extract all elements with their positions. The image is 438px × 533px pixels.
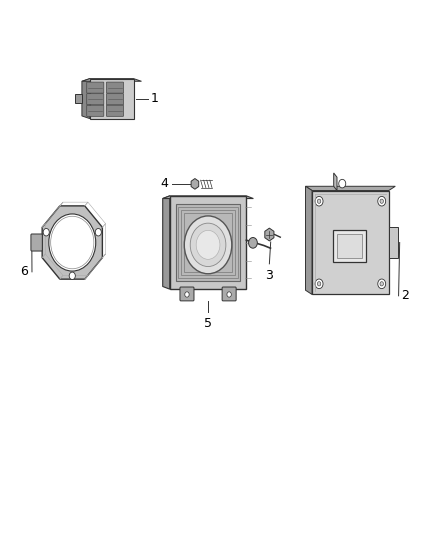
Polygon shape — [82, 79, 90, 119]
FancyBboxPatch shape — [31, 234, 42, 251]
Polygon shape — [389, 227, 399, 258]
Circle shape — [196, 230, 220, 260]
Polygon shape — [42, 206, 102, 279]
Circle shape — [315, 196, 323, 206]
Polygon shape — [305, 186, 312, 294]
FancyBboxPatch shape — [106, 106, 124, 116]
Circle shape — [249, 238, 257, 248]
Circle shape — [95, 229, 101, 236]
Circle shape — [317, 199, 321, 203]
Circle shape — [184, 216, 232, 274]
Polygon shape — [75, 94, 82, 103]
Circle shape — [49, 214, 96, 271]
Text: 3: 3 — [265, 269, 273, 282]
Circle shape — [380, 281, 384, 286]
Polygon shape — [170, 196, 246, 289]
Polygon shape — [265, 228, 274, 241]
Text: 4: 4 — [160, 177, 168, 190]
Circle shape — [69, 272, 75, 279]
Circle shape — [315, 279, 323, 289]
FancyBboxPatch shape — [87, 106, 104, 116]
Circle shape — [185, 292, 189, 297]
Circle shape — [339, 179, 346, 188]
Polygon shape — [82, 79, 141, 82]
Circle shape — [227, 292, 231, 297]
FancyBboxPatch shape — [176, 204, 240, 281]
FancyBboxPatch shape — [106, 94, 124, 105]
Polygon shape — [90, 79, 134, 119]
FancyBboxPatch shape — [106, 82, 124, 93]
FancyBboxPatch shape — [222, 287, 236, 301]
Circle shape — [378, 196, 386, 206]
Circle shape — [378, 279, 386, 289]
Circle shape — [317, 281, 321, 286]
Text: 1: 1 — [151, 92, 159, 105]
Polygon shape — [162, 196, 253, 198]
Text: 6: 6 — [21, 265, 28, 278]
Polygon shape — [312, 190, 389, 294]
FancyBboxPatch shape — [337, 235, 362, 258]
FancyBboxPatch shape — [333, 230, 366, 262]
FancyBboxPatch shape — [180, 287, 194, 301]
Circle shape — [380, 199, 384, 203]
FancyBboxPatch shape — [87, 94, 104, 105]
Polygon shape — [162, 196, 170, 289]
Circle shape — [43, 229, 49, 236]
Text: 5: 5 — [204, 317, 212, 330]
Polygon shape — [191, 179, 199, 189]
FancyBboxPatch shape — [87, 82, 104, 93]
Polygon shape — [305, 186, 395, 190]
Polygon shape — [334, 173, 337, 190]
Circle shape — [190, 223, 226, 266]
Text: 2: 2 — [401, 289, 409, 302]
